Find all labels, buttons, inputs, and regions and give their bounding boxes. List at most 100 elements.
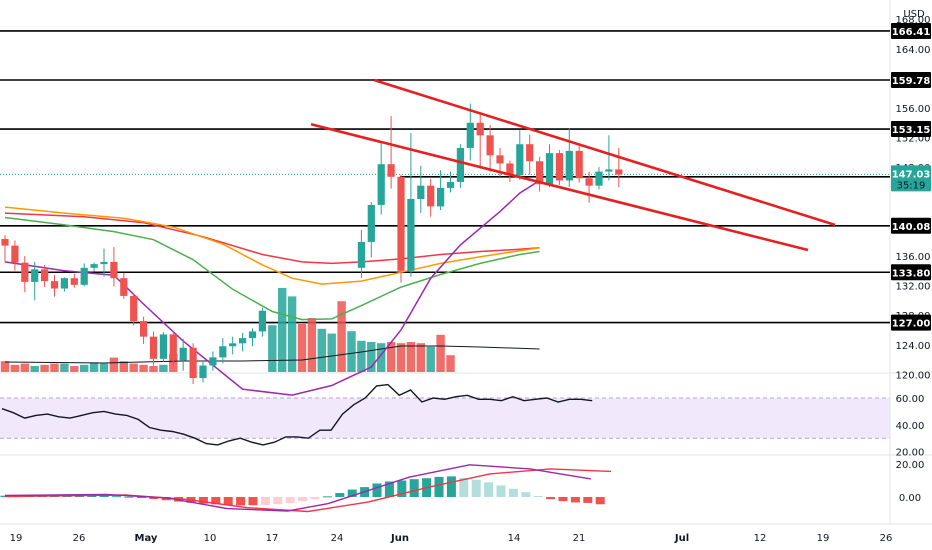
- macd-hist-bar: [322, 496, 332, 498]
- volume-bar: [406, 342, 416, 372]
- candle-body: [427, 185, 435, 207]
- volume-bar: [317, 328, 326, 372]
- level-tag-label: 153.15: [892, 125, 931, 136]
- support-resistance-levels: [0, 30, 890, 324]
- macd-hist-bar: [260, 497, 270, 505]
- macd-hist-bar: [484, 482, 494, 497]
- candle-body: [199, 365, 207, 379]
- volume-bar: [377, 343, 386, 372]
- macd-hist-bar: [583, 497, 593, 503]
- macd-hist-bar: [347, 489, 357, 497]
- candle-body: [11, 245, 19, 263]
- macd-hist-bar: [223, 497, 233, 506]
- volume-bar: [30, 366, 39, 372]
- candle-body: [41, 269, 49, 282]
- volume-bar: [446, 355, 455, 372]
- trend-lines[interactable]: [310, 78, 836, 252]
- volume-ma-line: [4, 345, 540, 364]
- macd-hist-bar: [136, 497, 146, 498]
- volume-bar: [159, 364, 168, 372]
- macd-hist-bar: [496, 485, 506, 497]
- candle-body: [70, 278, 78, 285]
- volume-bar: [10, 364, 20, 372]
- volume-bar: [278, 288, 287, 372]
- level-tag-box: [891, 121, 931, 138]
- current-price-label: 147.03: [892, 169, 931, 180]
- current-price-tag: [891, 165, 931, 192]
- volume-bar: [60, 363, 69, 372]
- candle-body: [189, 347, 197, 379]
- rsi-band: [0, 398, 890, 439]
- macd-hist-bar: [558, 497, 568, 502]
- volume-bar: [149, 366, 158, 372]
- candle-body: [21, 262, 29, 282]
- candle-body: [615, 169, 623, 175]
- candle-body: [407, 198, 415, 271]
- rsi-tick-label: 60.00: [896, 394, 925, 405]
- candle-body: [258, 310, 266, 332]
- time-tick-label: 26: [73, 533, 86, 544]
- candle-body: [466, 122, 474, 148]
- macd-hist-bar: [211, 497, 221, 505]
- price-tick-label: 152.00: [896, 134, 931, 145]
- price-tick-label: 168.00: [896, 15, 931, 26]
- volume-bar: [367, 342, 376, 372]
- level-tag-label: 140.08: [892, 222, 931, 233]
- candle-body: [397, 176, 405, 271]
- volume-bar: [386, 342, 396, 372]
- candle-body: [565, 150, 573, 181]
- price-tick-label: 132.00: [896, 282, 931, 293]
- volume-bar: [416, 343, 425, 372]
- level-tag-box: [891, 72, 931, 88]
- price-tick-label: 120.00: [896, 370, 931, 381]
- candle-body: [446, 181, 455, 188]
- candle-body: [456, 147, 464, 182]
- candle-body: [605, 169, 613, 172]
- countdown-label: 35:19: [897, 180, 926, 191]
- volume-bar: [297, 324, 307, 372]
- level-tags: 166.41159.78153.15146.70140.08133.80127.…: [891, 22, 931, 331]
- candle-body: [585, 178, 593, 186]
- level-tag-label: 127.00: [892, 319, 931, 330]
- time-tick-label: May: [135, 533, 158, 544]
- candle-body: [179, 347, 187, 361]
- macd-hist-bar: [112, 496, 122, 498]
- volume-bar: [89, 362, 99, 372]
- macd-hist-bar: [273, 497, 283, 505]
- rsi-band-layer: [0, 397, 890, 439]
- level-tag-box: [891, 22, 931, 39]
- candle-body: [31, 269, 39, 282]
- price-tick-label: 136.00: [896, 252, 931, 263]
- macd-tick-label: 20.00: [896, 460, 925, 471]
- ma-slow-line: [4, 206, 540, 285]
- candle-body: [516, 144, 524, 176]
- macd-hist-bar: [248, 497, 258, 506]
- candle-body: [149, 336, 158, 359]
- macd-line: [4, 464, 591, 512]
- macd-hist-bar: [372, 483, 382, 497]
- volume-bar: [129, 363, 138, 372]
- macd-hist-bar: [471, 479, 481, 497]
- candle-body: [248, 331, 257, 339]
- price-tick-label: 124.00: [896, 341, 931, 352]
- time-tick-label: 26: [880, 533, 893, 544]
- macd-hist-bar: [298, 497, 308, 502]
- candle-body: [417, 185, 425, 199]
- time-tick-label: 10: [204, 533, 217, 544]
- volume-bar: [337, 301, 346, 372]
- candle-body: [50, 281, 59, 289]
- volume-bar: [109, 357, 119, 372]
- volume-bar: [426, 346, 435, 372]
- volume-bar: [119, 361, 128, 372]
- candle-body: [140, 321, 148, 337]
- level-tag-box: [891, 217, 931, 234]
- candles: [1, 103, 623, 384]
- lower-trend-line: [310, 122, 809, 252]
- time-axis[interactable]: 19 26 May 10 17 24 Jun 14 21 Jul 12 19 26: [10, 533, 893, 544]
- rsi-tick-label: 40.00: [896, 421, 925, 432]
- macd-hist-bar: [459, 477, 469, 497]
- candle-body: [575, 150, 583, 179]
- time-tick-label: 19: [817, 533, 830, 544]
- volume-bar: [436, 334, 445, 372]
